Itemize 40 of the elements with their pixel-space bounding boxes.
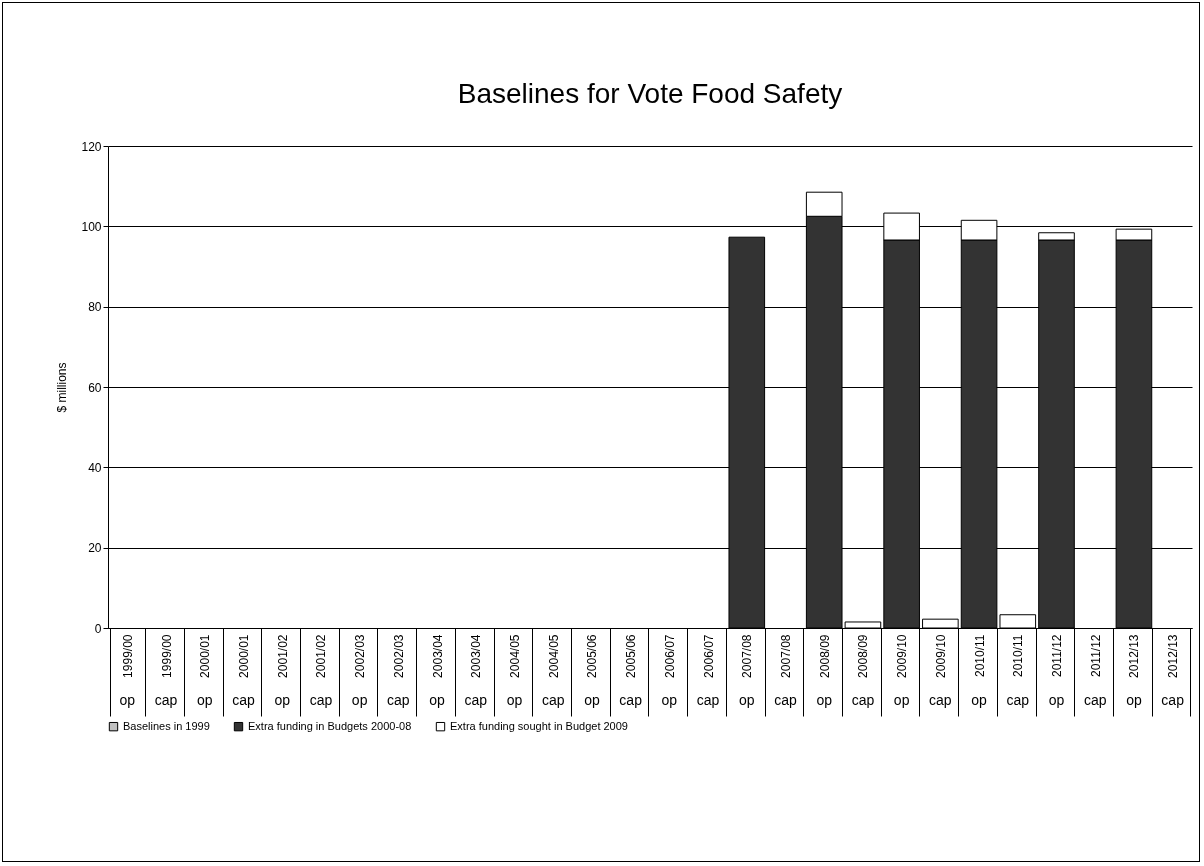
category-label: 2006/07 op [661,634,678,708]
category-label: 2010/11 op [971,634,987,708]
category-label: 1999/00 cap [154,634,178,708]
category-label: 2007/08 cap [774,634,797,708]
legend-label: Extra funding in Budgets 2000-08 [248,719,412,732]
category-label: 2011/12 op [1048,634,1065,708]
legend-label: Extra funding sought in Budget 2009 [450,719,628,732]
category-label: 2006/07 cap [696,634,720,708]
category-label: 2012/13 cap [1161,634,1184,708]
category-label: 2002/03 op [351,634,368,708]
y-tick-label: 40 [88,460,102,475]
category-label: 2008/09 cap [851,634,875,708]
category-label: 2004/05 cap [541,634,565,708]
category-label: 2003/04 cap [464,634,488,708]
y-tick-label: 120 [81,139,102,154]
y-tick-label: 80 [88,300,102,315]
category-label: 2007/08 op [739,634,755,708]
category-label: 2000/01 op [197,634,213,708]
y-axis-title: $ millions [55,362,70,413]
category-label: 2008/09 op [816,634,832,708]
category-label: 2011/12 cap [1083,634,1107,708]
chart-title: Baselines for Vote Food Safety [457,78,843,109]
category-label: 2001/02 cap [309,634,333,708]
legend-label: Baselines in 1999 [123,719,210,732]
category-label: 2001/02 op [274,634,290,708]
category-label: 2009/10 cap [929,634,952,708]
category-label: 2002/03 cap [387,634,410,708]
y-tick-label: 100 [81,219,102,234]
category-label: 2003/04 op [429,634,445,708]
category-label: 2010/11 cap [1006,634,1030,708]
y-tick-label: 0 [94,621,102,636]
category-label: 1999/00 op [119,634,136,708]
y-tick-label: 20 [88,541,102,556]
category-label: 2012/13 op [1126,634,1142,708]
category-label: 2000/01 cap [232,634,255,708]
category-label: 2005/06 cap [619,634,642,708]
category-label: 2009/10 op [893,634,910,708]
y-tick-label: 60 [88,380,102,395]
category-label: 2004/05 op [506,634,523,708]
category-label: 2005/06 op [584,634,600,708]
